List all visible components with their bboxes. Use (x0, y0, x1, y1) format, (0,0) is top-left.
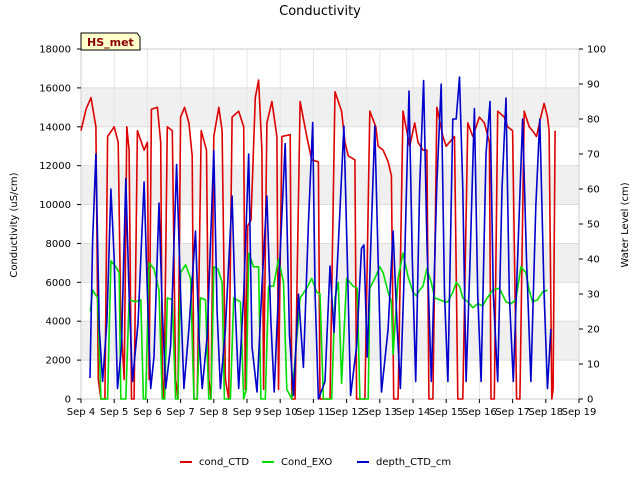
x-tick-label: Sep 8 (200, 407, 228, 418)
grid-band (81, 165, 579, 205)
x-tick-label: Sep 17 (495, 407, 530, 418)
y2-tick-label: 70 (587, 150, 600, 161)
series-line-depth-ctd-cm (89, 76, 552, 400)
x-tick-label: Sep 9 (233, 407, 261, 418)
x-tick-label: Sep 16 (462, 407, 497, 418)
series-layer (80, 76, 556, 400)
x-tick-label: Sep 15 (429, 407, 464, 418)
y2-tick-label: 30 (587, 290, 600, 301)
x-tick-label: Sep 13 (362, 407, 397, 418)
x-tick-label: Sep 7 (166, 407, 194, 418)
y-tick-label: 18000 (39, 45, 71, 56)
y-tick-label: 14000 (39, 122, 71, 133)
y2-tick-label: 80 (587, 115, 600, 126)
y-tick-label: 0 (65, 395, 71, 406)
grid-band (81, 87, 579, 127)
x-tick-label: Sep 18 (528, 407, 563, 418)
x-tick-label: Sep 12 (329, 407, 364, 418)
y2-tick-label: 40 (587, 255, 600, 266)
series-line-cond-ctd (80, 79, 556, 400)
y2-tick-label: 100 (587, 45, 606, 56)
y-tick-label: 6000 (46, 278, 71, 289)
y-tick-label: 8000 (46, 239, 71, 250)
site-label-box: HS_met (80, 32, 141, 51)
y-tick-label: 4000 (46, 317, 71, 328)
legend-label: Cond_EXO (281, 457, 332, 468)
x-tick-label: Sep 14 (396, 407, 431, 418)
x-tick-label: Sep 6 (133, 407, 161, 418)
x-tick-label: Sep 4 (67, 407, 95, 418)
y2-tick-label: 10 (587, 360, 600, 371)
site-label: HS_met (87, 36, 134, 49)
x-tick-label: Sep 11 (296, 407, 331, 418)
x-tick-label: Sep 5 (100, 407, 128, 418)
y2-tick-label: 50 (587, 220, 600, 231)
y-tick-label: 16000 (39, 83, 71, 94)
legend-label: cond_CTD (199, 457, 249, 468)
legend: cond_CTD Cond_EXO depth_CTD_cm (180, 457, 451, 468)
x-tick-label: Sep 10 (263, 407, 298, 418)
y-tick-labels: 0 2000 4000 6000 8000 10000 12000 14000 16000 180… (39, 45, 81, 406)
y2-tick-labels: 0 10 20 30 40 50 60 70 80 90 100 (579, 45, 606, 406)
y-tick-label: 12000 (39, 161, 71, 172)
y-tick-label: 2000 (46, 356, 71, 367)
y2-tick-label: 0 (587, 395, 593, 406)
x-tick-label: Sep 19 (562, 407, 597, 418)
y2-axis-title: Water Level (cm) (620, 182, 631, 267)
y-tick-label: 10000 (39, 200, 71, 211)
legend-label: depth_CTD_cm (376, 457, 451, 468)
y2-tick-label: 90 (587, 80, 600, 91)
y2-tick-label: 60 (587, 185, 600, 196)
chart-title: Conductivity (279, 4, 361, 19)
y2-tick-label: 20 (587, 325, 600, 336)
y-axis-title: Conductivity (uS/cm) (9, 172, 20, 277)
x-tick-labels: Sep 4 Sep 5 Sep 6 Sep 7 Sep 8 Sep 9 Sep 10Sep … (67, 399, 597, 418)
